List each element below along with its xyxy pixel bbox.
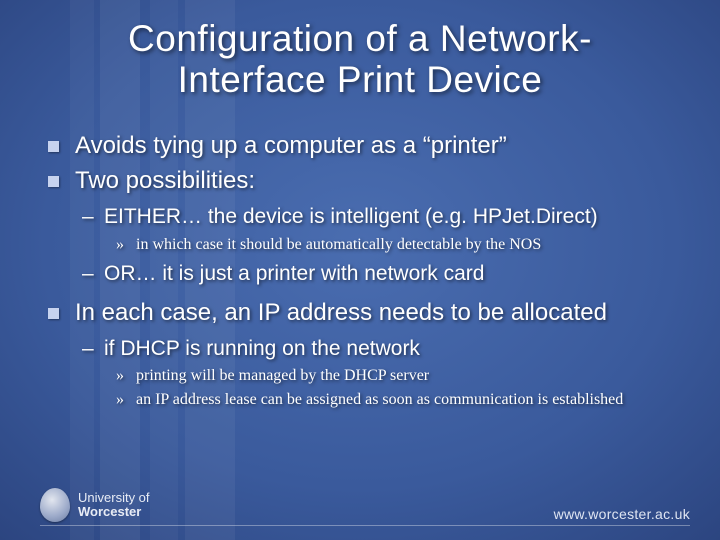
crest-icon bbox=[40, 488, 70, 522]
dash-bullet-icon: – bbox=[82, 203, 100, 231]
logo-line-2: Worcester bbox=[78, 505, 150, 519]
title-line-1: Configuration of a Network- bbox=[128, 18, 592, 59]
bullet-level-1: Two possibilities: bbox=[48, 165, 700, 196]
raquo-bullet-icon: » bbox=[116, 234, 132, 256]
university-logo: University of Worcester bbox=[40, 488, 150, 522]
bullet-level-1: Avoids tying up a computer as a “printer… bbox=[48, 130, 700, 161]
bullet-text: OR… it is just a printer with network ca… bbox=[104, 260, 700, 288]
bullet-level-3: » in which case it should be automatical… bbox=[116, 234, 700, 256]
bullet-level-3: » an IP address lease can be assigned as… bbox=[116, 389, 700, 411]
footer-divider bbox=[40, 525, 690, 526]
slide-title: Configuration of a Network- Interface Pr… bbox=[0, 18, 720, 101]
slide: Configuration of a Network- Interface Pr… bbox=[0, 0, 720, 540]
logo-line-1: University of bbox=[78, 491, 150, 505]
square-bullet-icon bbox=[48, 141, 59, 152]
bullet-text: EITHER… the device is intelligent (e.g. … bbox=[104, 203, 700, 231]
bullet-level-3: » printing will be managed by the DHCP s… bbox=[116, 365, 700, 387]
slide-body: Avoids tying up a computer as a “printer… bbox=[48, 130, 700, 412]
title-line-2: Interface Print Device bbox=[178, 59, 543, 100]
dash-bullet-icon: – bbox=[82, 260, 100, 288]
slide-footer: University of Worcester www.worcester.ac… bbox=[40, 488, 690, 522]
bullet-text: Avoids tying up a computer as a “printer… bbox=[75, 130, 700, 161]
bullet-level-1: In each case, an IP address needs to be … bbox=[48, 297, 700, 328]
raquo-bullet-icon: » bbox=[116, 365, 132, 387]
bullet-text: an IP address lease can be assigned as s… bbox=[136, 389, 700, 411]
bullet-text: In each case, an IP address needs to be … bbox=[75, 297, 700, 328]
footer-url: www.worcester.ac.uk bbox=[554, 506, 690, 522]
logo-text: University of Worcester bbox=[78, 491, 150, 518]
bullet-text: in which case it should be automatically… bbox=[136, 234, 700, 256]
square-bullet-icon bbox=[48, 308, 59, 319]
bullet-text: if DHCP is running on the network bbox=[104, 335, 700, 363]
square-bullet-icon bbox=[48, 176, 59, 187]
bullet-level-2: – OR… it is just a printer with network … bbox=[82, 260, 700, 288]
bullet-text: printing will be managed by the DHCP ser… bbox=[136, 365, 700, 387]
raquo-bullet-icon: » bbox=[116, 389, 132, 411]
bullet-level-2: – if DHCP is running on the network bbox=[82, 335, 700, 363]
bullet-text: Two possibilities: bbox=[75, 165, 700, 196]
dash-bullet-icon: – bbox=[82, 335, 100, 363]
bullet-level-2: – EITHER… the device is intelligent (e.g… bbox=[82, 203, 700, 231]
